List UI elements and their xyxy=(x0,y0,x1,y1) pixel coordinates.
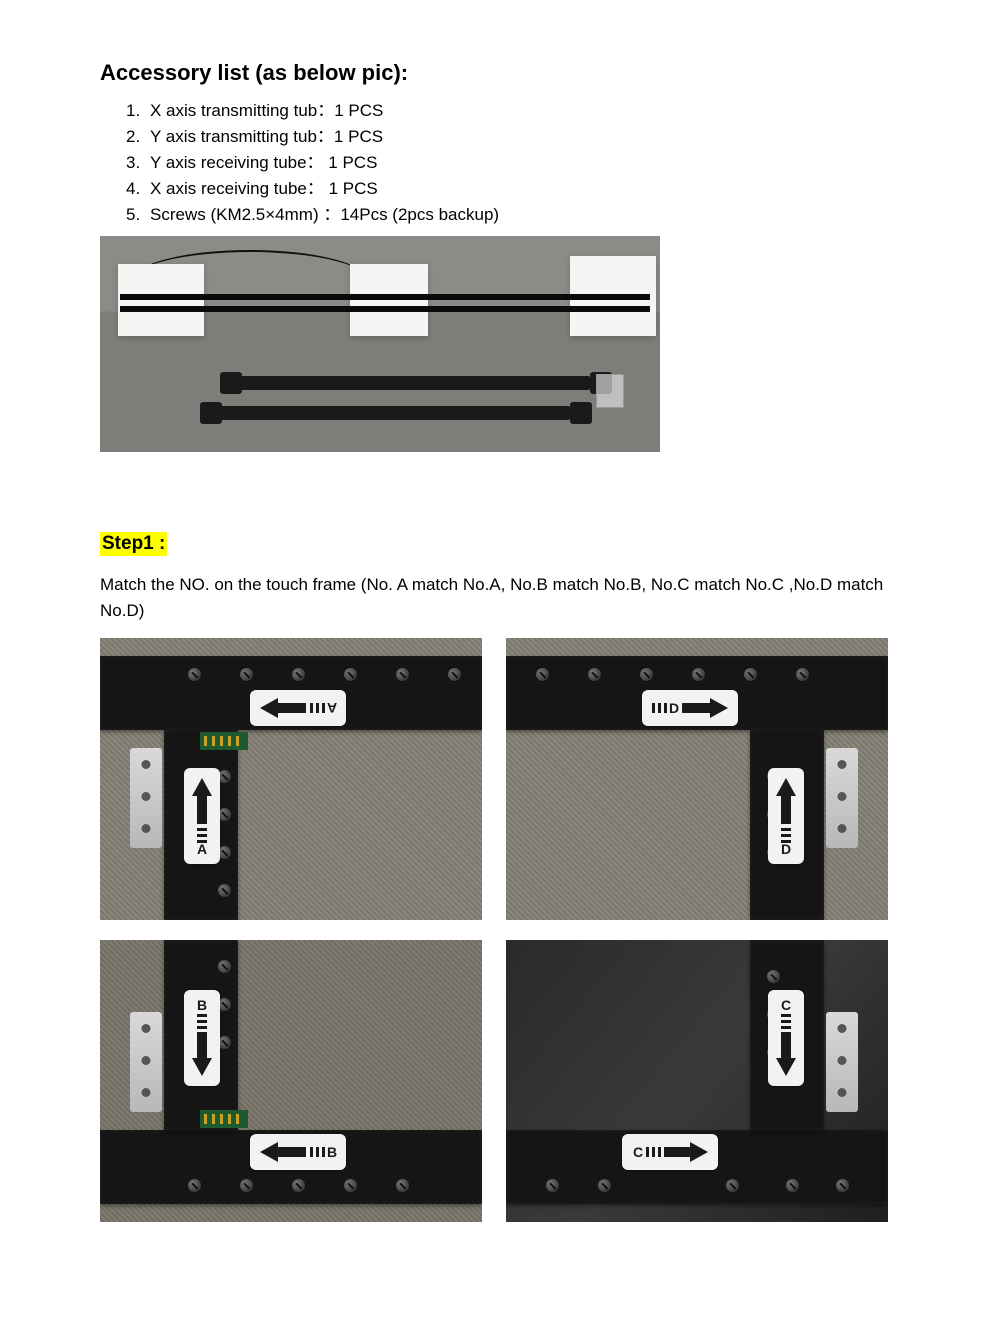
bracket-hole xyxy=(838,1088,847,1097)
arrow-label-a-v: A xyxy=(184,768,220,864)
screw-icon xyxy=(396,668,409,681)
arrow-label-b-h: B xyxy=(250,1134,346,1170)
step1-description: Match the NO. on the touch frame (No. A … xyxy=(100,572,900,624)
bracket-hole xyxy=(838,792,847,801)
corner-photo-a: A A xyxy=(100,638,482,920)
pcb-strip xyxy=(200,1110,248,1128)
screw-icon xyxy=(796,668,809,681)
list-text: Y axis transmitting tub：1 PCS xyxy=(150,127,383,146)
screw-icon xyxy=(240,1179,253,1192)
corner-photo-d: D D xyxy=(506,638,888,920)
screw-icon xyxy=(640,668,653,681)
list-number: 3. xyxy=(126,150,150,176)
arrow-label-b-v: B xyxy=(184,990,220,1086)
corner-photo-b: B B xyxy=(100,940,482,1222)
screw-icon xyxy=(188,1179,201,1192)
accessory-photo xyxy=(100,236,660,452)
screws-bag xyxy=(596,374,624,408)
metal-bracket xyxy=(826,1012,858,1112)
screw-icon xyxy=(588,668,601,681)
screw-icon xyxy=(218,884,231,897)
screw-icon xyxy=(692,668,705,681)
screw-icon xyxy=(536,668,549,681)
svg-text:C: C xyxy=(633,1144,643,1160)
svg-text:A: A xyxy=(197,841,207,857)
foam-block xyxy=(350,264,428,336)
bracket-hole xyxy=(142,1088,151,1097)
svg-text:D: D xyxy=(669,700,679,716)
short-tube xyxy=(230,376,590,390)
svg-text:A: A xyxy=(327,700,337,716)
bracket-hole xyxy=(838,1024,847,1033)
document-page: Accessory list (as below pic): 1.X axis … xyxy=(0,0,1000,1320)
bracket-hole xyxy=(142,824,151,833)
end-cap xyxy=(220,372,242,394)
foam-block xyxy=(118,264,204,336)
svg-text:D: D xyxy=(781,841,791,857)
long-tube xyxy=(120,306,650,312)
arrow-label-d-h: D xyxy=(642,690,738,726)
step1-heading: Step1 : xyxy=(100,532,167,556)
corner-photo-grid: A A xyxy=(100,638,900,1222)
end-cap xyxy=(570,402,592,424)
list-text: X axis receiving tube： 1 PCS xyxy=(150,179,378,198)
screw-icon xyxy=(786,1179,799,1192)
screw-icon xyxy=(726,1179,739,1192)
screw-icon xyxy=(767,970,780,983)
short-tube xyxy=(210,406,570,420)
list-text: X axis transmitting tub：1 PCS xyxy=(150,101,383,120)
screw-icon xyxy=(292,1179,305,1192)
bracket-hole xyxy=(142,1056,151,1065)
list-number: 4. xyxy=(126,176,150,202)
corner-photo-c: C C xyxy=(506,940,888,1222)
bracket-hole xyxy=(142,1024,151,1033)
screw-icon xyxy=(218,960,231,973)
list-number: 5. xyxy=(126,202,150,228)
section-title: Accessory list (as below pic): xyxy=(100,60,900,86)
screw-icon xyxy=(396,1179,409,1192)
list-item: 3.Y axis receiving tube： 1 PCS xyxy=(100,150,900,176)
list-number: 1. xyxy=(126,98,150,124)
screw-icon xyxy=(188,668,201,681)
screw-icon xyxy=(546,1179,559,1192)
list-item: 2.Y axis transmitting tub：1 PCS xyxy=(100,124,900,150)
arrow-label-d-v: D xyxy=(768,768,804,864)
long-tube xyxy=(120,294,650,300)
screw-icon xyxy=(836,1179,849,1192)
screw-icon xyxy=(598,1179,611,1192)
bracket-hole xyxy=(838,824,847,833)
pcb-strip xyxy=(200,732,248,750)
metal-bracket xyxy=(130,748,162,848)
metal-bracket xyxy=(826,748,858,848)
screw-icon xyxy=(240,668,253,681)
screw-icon xyxy=(448,668,461,681)
screw-icon xyxy=(344,1179,357,1192)
bracket-hole xyxy=(838,760,847,769)
metal-bracket xyxy=(130,1012,162,1112)
list-text: Screws (KM2.5×4mm) ：14Pcs (2pcs backup) xyxy=(150,205,499,224)
bracket-hole xyxy=(142,792,151,801)
bracket-hole xyxy=(838,1056,847,1065)
list-number: 2. xyxy=(126,124,150,150)
arrow-label-c-h: C xyxy=(622,1134,718,1170)
accessory-list: 1.X axis transmitting tub：1 PCS 2.Y axis… xyxy=(100,98,900,228)
screw-icon xyxy=(292,668,305,681)
list-item: 1.X axis transmitting tub：1 PCS xyxy=(100,98,900,124)
screw-icon xyxy=(744,668,757,681)
end-cap xyxy=(200,402,222,424)
arrow-label-c-v: C xyxy=(768,990,804,1086)
list-item: 5.Screws (KM2.5×4mm) ：14Pcs (2pcs backup… xyxy=(100,202,900,228)
screw-icon xyxy=(344,668,357,681)
svg-text:B: B xyxy=(197,997,207,1013)
svg-text:B: B xyxy=(327,1144,337,1160)
list-item: 4.X axis receiving tube： 1 PCS xyxy=(100,176,900,202)
bracket-hole xyxy=(142,760,151,769)
arrow-label-a-h: A xyxy=(250,690,346,726)
svg-text:C: C xyxy=(781,997,791,1013)
list-text: Y axis receiving tube： 1 PCS xyxy=(150,153,377,172)
